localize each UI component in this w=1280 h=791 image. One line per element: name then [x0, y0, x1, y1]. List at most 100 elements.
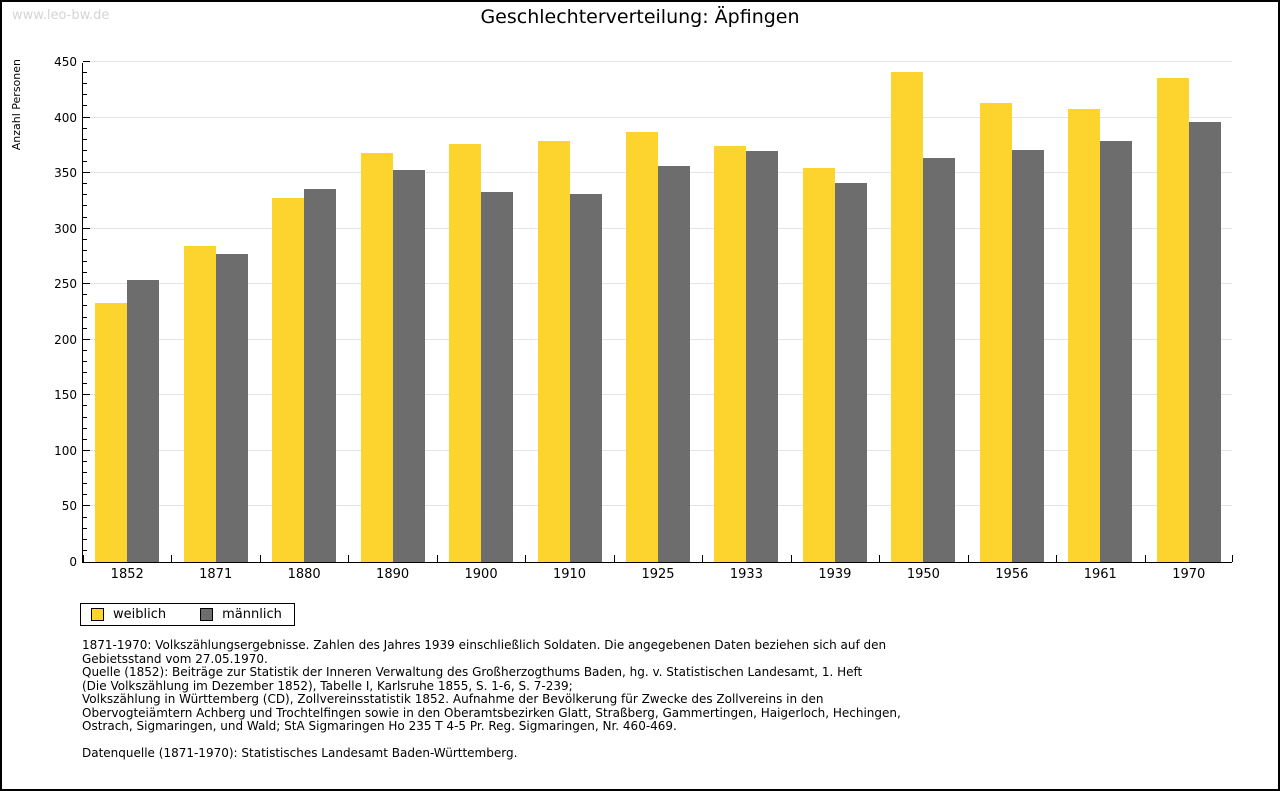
y-axis-title: Anzahl Personen	[10, 59, 23, 151]
bar-männlich-1961	[1100, 140, 1133, 562]
legend-label-weiblich: weiblich	[113, 607, 167, 622]
bar-männlich-1910	[569, 194, 602, 562]
bar-weiblich-1900	[449, 144, 482, 562]
y-minor-tick-310	[83, 216, 87, 218]
x-boundary-tick-3	[348, 555, 350, 562]
y-tick-label-350: 350	[54, 166, 77, 181]
legend-swatch-weiblich	[91, 608, 104, 621]
y-tick-label-250: 250	[54, 277, 77, 292]
y-minor-tick-220	[83, 316, 87, 318]
y-minor-tick-440	[83, 72, 87, 74]
legend-item-männlich: männlich	[200, 607, 282, 622]
x-tick-label-1900: 1900	[464, 567, 498, 582]
y-tick-label-100: 100	[54, 443, 77, 458]
bar-weiblich-1956	[979, 103, 1012, 562]
y-minor-tick-410	[83, 105, 87, 107]
y-minor-tick-260	[83, 272, 87, 274]
y-tick-350	[83, 172, 90, 174]
footer: 1871-1970: Volkszählungsergebnisse. Zahl…	[82, 638, 1202, 760]
footer-line-2: Gebietsstand vom 27.05.1970.	[82, 651, 268, 666]
x-tick-label-1890: 1890	[376, 567, 410, 582]
y-minor-tick-110	[83, 438, 87, 440]
y-minor-tick-270	[83, 261, 87, 262]
x-tick-label-1939: 1939	[818, 567, 852, 582]
y-minor-tick-230	[83, 305, 87, 307]
bar-männlich-1970	[1188, 122, 1221, 562]
x-tick-label-1910: 1910	[552, 567, 587, 582]
bar-männlich-1852	[127, 279, 160, 562]
y-tick-100	[83, 449, 90, 451]
x-boundary-tick-11	[1056, 555, 1058, 562]
bar-männlich-1880	[304, 188, 337, 562]
bar-weiblich-1890	[360, 153, 393, 562]
y-minor-tick-160	[83, 383, 87, 385]
x-boundary-tick-7	[702, 555, 704, 562]
x-tick-label-1970: 1970	[1172, 567, 1206, 582]
x-tick-label-1871: 1871	[199, 567, 233, 582]
footer-line-5: Volkszählung in Württemberg (CD), Zollve…	[82, 692, 824, 706]
y-minor-tick-290	[83, 238, 87, 240]
bar-männlich-1939	[834, 183, 867, 562]
x-boundary-tick-2	[259, 555, 261, 562]
bar-weiblich-1910	[537, 140, 570, 562]
legend-item-weiblich: weiblich	[91, 607, 166, 622]
x-tick-label-1956: 1956	[995, 567, 1029, 582]
chart-title: Geschlechterverteilung: Äpfingen	[480, 6, 800, 28]
y-minor-tick-60	[83, 494, 87, 496]
y-minor-tick-210	[83, 327, 87, 329]
y-minor-tick-240	[83, 294, 87, 296]
y-tick-label-400: 400	[54, 110, 77, 125]
y-tick-300	[83, 227, 90, 229]
bar-weiblich-1939	[802, 167, 835, 562]
y-minor-tick-420	[83, 94, 87, 96]
y-tick-label-200: 200	[54, 332, 77, 347]
legend: weiblich männlich	[80, 603, 295, 626]
bar-weiblich-1961	[1068, 108, 1101, 562]
y-minor-tick-70	[83, 483, 87, 485]
x-boundary-tick-10	[967, 555, 969, 562]
y-minor-tick-280	[83, 249, 87, 251]
bar-weiblich-1852	[95, 303, 128, 562]
footer-line-4: (Die Volkszählung im Dezember 1852), Tab…	[82, 678, 573, 693]
gridline-450	[83, 61, 1232, 62]
x-boundary-tick-0	[83, 555, 84, 562]
y-tick-400	[83, 116, 90, 118]
y-minor-tick-80	[83, 472, 87, 474]
y-minor-tick-40	[83, 516, 87, 518]
footer-source-lines: 1871-1970: Volkszählungsergebnisse. Zahl…	[82, 638, 1202, 734]
bar-männlich-1871	[215, 254, 248, 562]
y-minor-tick-380	[83, 138, 87, 140]
bar-weiblich-1970	[1156, 77, 1189, 562]
bar-weiblich-1950	[891, 72, 924, 562]
footer-datasource: Datenquelle (1871-1970): Statistisches L…	[82, 745, 518, 760]
y-minor-tick-370	[83, 149, 87, 151]
gridline-400	[83, 116, 1232, 118]
legend-swatch-männlich	[200, 608, 214, 621]
y-tick-150	[83, 394, 90, 396]
footer-line-7: Ostrach, Sigmaringen, und Wald; StA Sigm…	[82, 719, 677, 733]
bar-männlich-1925	[658, 166, 690, 562]
y-tick-label-300: 300	[54, 221, 77, 236]
x-tick-label-1880: 1880	[287, 567, 321, 582]
y-tick-450	[83, 61, 90, 62]
y-tick-label-0: 0	[69, 555, 77, 569]
bar-weiblich-1880	[272, 197, 305, 562]
y-minor-tick-170	[83, 372, 87, 374]
y-minor-tick-90	[83, 461, 87, 462]
x-tick-label-1950: 1950	[906, 567, 940, 582]
bar-männlich-1956	[1011, 149, 1044, 562]
y-minor-tick-330	[83, 194, 87, 196]
x-boundary-tick-4	[436, 555, 438, 562]
y-minor-tick-20	[83, 538, 87, 540]
x-tick-label-1852: 1852	[110, 567, 144, 582]
x-boundary-tick-5	[525, 555, 527, 562]
bar-männlich-1950	[923, 157, 956, 562]
y-minor-tick-340	[83, 183, 87, 185]
footer-line-1: 1871-1970: Volkszählungsergebnisse. Zahl…	[82, 638, 887, 652]
y-minor-tick-390	[83, 127, 87, 129]
y-tick-250	[83, 283, 90, 285]
x-boundary-tick-13	[1232, 555, 1233, 562]
y-minor-tick-30	[83, 527, 87, 529]
y-minor-tick-130	[83, 416, 87, 418]
